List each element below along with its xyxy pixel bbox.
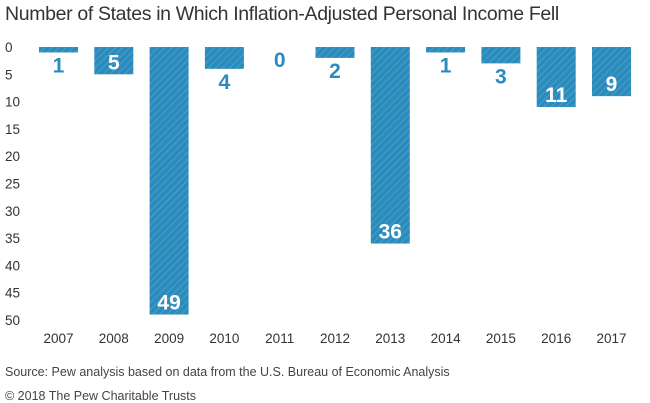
- bar-2013: [370, 47, 410, 244]
- data-label: 4: [219, 71, 231, 94]
- x-tick-label: 2008: [99, 331, 129, 346]
- y-tick-label: 45: [5, 286, 20, 301]
- data-label: 36: [379, 221, 402, 244]
- x-tick-label: 2010: [209, 331, 239, 346]
- data-label: 9: [606, 73, 618, 96]
- y-tick-label: 40: [5, 258, 20, 273]
- y-tick-label: 35: [5, 231, 20, 246]
- data-label: 11: [545, 84, 568, 107]
- bar-2014: [426, 47, 466, 53]
- chart-title: Number of States in Which Inflation-Adju…: [5, 3, 559, 25]
- x-tick-label: 2016: [541, 331, 571, 346]
- bar-2009: [149, 47, 189, 315]
- y-tick-label: 15: [5, 122, 20, 137]
- x-tick-label: 2017: [596, 331, 626, 346]
- x-tick-label: 2011: [265, 331, 294, 346]
- x-tick-label: 2015: [486, 331, 516, 346]
- x-tick-label: 2007: [43, 331, 73, 346]
- x-tick-label: 2013: [375, 331, 405, 346]
- x-tick-label: 2014: [431, 331, 462, 346]
- data-label: 2: [329, 60, 341, 83]
- y-tick-label: 20: [5, 149, 20, 164]
- bar-2012: [315, 47, 355, 58]
- y-tick-label: 50: [5, 313, 20, 328]
- y-tick-label: 30: [5, 204, 20, 219]
- data-label: 3: [495, 65, 507, 88]
- data-label: 5: [108, 51, 120, 74]
- x-axis: 2007 2008 2009 2010 2011 2012 2013 2014 2015 2016…: [43, 331, 626, 346]
- source-note: Source: Pew analysis based on data from …: [5, 365, 450, 379]
- bar-2017: [592, 47, 631, 97]
- y-tick-label: 0: [5, 40, 13, 55]
- data-label: 0: [274, 49, 286, 72]
- y-axis: 0 5 10 15 20 25 30 35 40 45 50: [5, 40, 20, 328]
- data-label: 49: [157, 292, 180, 315]
- bar-2008: [94, 47, 134, 75]
- copyright-note: © 2018 The Pew Charitable Trusts: [5, 389, 197, 403]
- y-tick-label: 25: [5, 177, 20, 192]
- bar-2016: [536, 47, 576, 108]
- bar-2015: [481, 47, 521, 64]
- data-label: 1: [440, 54, 452, 77]
- x-tick-label: 2009: [154, 331, 184, 346]
- bar-2007: [39, 47, 78, 53]
- y-tick-label: 10: [5, 95, 20, 110]
- x-tick-label: 2012: [320, 331, 350, 346]
- y-tick-label: 5: [5, 67, 13, 82]
- data-label: 1: [53, 54, 65, 77]
- bar-2010: [204, 47, 244, 69]
